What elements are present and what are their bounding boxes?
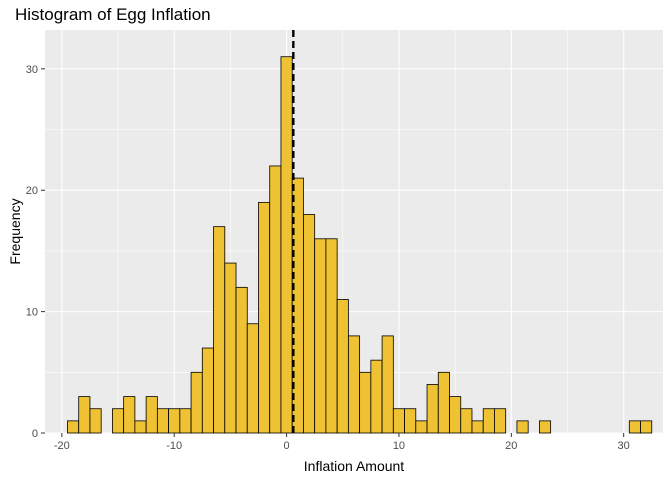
histogram-bar — [437, 371, 450, 434]
histogram-bar — [280, 56, 293, 434]
histogram-bar — [134, 420, 147, 434]
y-tick-label: 30 — [26, 64, 38, 76]
histogram-bar — [258, 201, 271, 434]
histogram-bar — [78, 396, 91, 434]
x-tick-label: 0 — [284, 440, 290, 452]
histogram-bar — [449, 396, 462, 434]
histogram-bar — [640, 420, 653, 434]
histogram-bar — [539, 420, 552, 434]
x-tick-label: 10 — [393, 440, 405, 452]
histogram-bar — [392, 408, 405, 434]
y-axis-title: Frequency — [7, 198, 23, 264]
histogram-bar — [123, 396, 136, 434]
histogram-bar — [190, 371, 203, 434]
chart-title: Histogram of Egg Inflation — [15, 5, 211, 24]
histogram-bar — [224, 262, 237, 434]
histogram-bar — [370, 359, 383, 434]
y-tick-label: 0 — [32, 428, 38, 440]
histogram-bar — [381, 335, 394, 434]
histogram-bar — [471, 420, 484, 434]
histogram-bar — [303, 214, 316, 434]
x-tick-label: -10 — [166, 440, 182, 452]
histogram-bar — [347, 335, 361, 434]
histogram-bar — [415, 420, 428, 434]
histogram-bar — [336, 299, 349, 434]
grid-lines — [45, 30, 663, 434]
y-tick-label: 10 — [26, 307, 38, 319]
histogram-bar — [426, 384, 439, 434]
histogram-bar — [404, 408, 417, 434]
histogram-bar — [314, 238, 327, 434]
histogram-bar — [325, 238, 338, 434]
y-axis-ticks: 0 10 20 30 — [26, 64, 45, 440]
histogram-bar — [460, 408, 473, 434]
x-axis-title: Inflation Amount — [304, 458, 405, 474]
histogram-bar — [246, 323, 259, 434]
histogram-bar — [168, 408, 181, 434]
histogram-bar — [156, 408, 169, 434]
histogram-bar — [67, 420, 80, 434]
x-axis-ticks: -20 -10 0 10 20 30 — [54, 433, 630, 452]
histogram-bars — [67, 56, 653, 434]
histogram-bar — [179, 408, 192, 434]
histogram-bar — [494, 408, 507, 434]
histogram-bar — [213, 226, 226, 434]
histogram-bar — [482, 408, 495, 434]
histogram-bar — [145, 396, 158, 434]
histogram-bar — [516, 420, 529, 434]
x-tick-label: -20 — [54, 440, 70, 452]
x-tick-label: 30 — [618, 440, 630, 452]
histogram-bar — [359, 371, 372, 434]
histogram-bar — [201, 347, 214, 434]
histogram-bar — [269, 165, 282, 434]
x-tick-label: 20 — [505, 440, 517, 452]
histogram-bar — [235, 286, 248, 434]
y-tick-label: 20 — [26, 185, 38, 197]
histogram-bar — [112, 408, 125, 434]
histogram-bar — [628, 420, 641, 434]
histogram-bar — [89, 408, 102, 434]
